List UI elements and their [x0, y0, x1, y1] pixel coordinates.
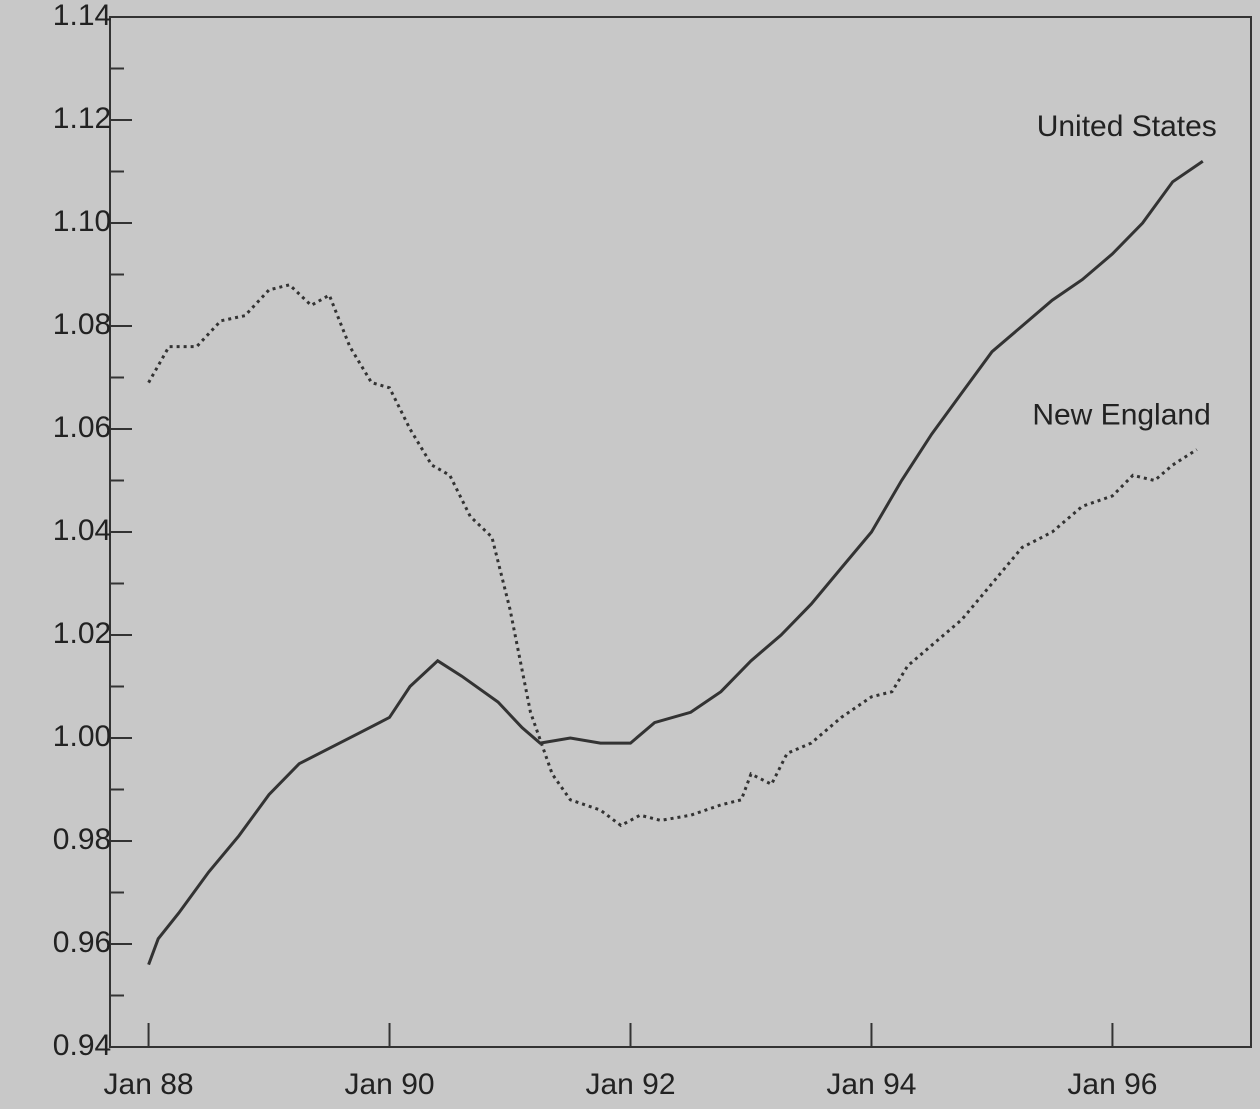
y-tick-label: 0.98 — [53, 823, 111, 856]
y-tick-label: 1.04 — [53, 514, 111, 547]
y-tick-label: 1.00 — [53, 720, 111, 753]
y-tick-label: 1.12 — [53, 102, 111, 135]
series-label: New England — [1032, 399, 1210, 432]
series-label: United States — [1037, 110, 1217, 143]
x-tick-label: Jan 94 — [826, 1068, 916, 1101]
x-tick-label: Jan 90 — [344, 1068, 434, 1101]
x-tick-label: Jan 92 — [585, 1068, 675, 1101]
y-tick-label: 1.14 — [53, 0, 111, 32]
x-tick-label: Jan 96 — [1067, 1068, 1157, 1101]
y-tick-label: 1.10 — [53, 205, 111, 238]
y-tick-label: 1.02 — [53, 617, 111, 650]
y-tick-label: 1.08 — [53, 308, 111, 341]
line-series — [147, 159, 1204, 966]
y-tick-label: 0.94 — [53, 1029, 111, 1062]
x-tick-label: Jan 88 — [104, 1068, 194, 1101]
y-tick-label: 0.96 — [53, 926, 111, 959]
y-tick-label: 1.06 — [53, 411, 111, 444]
